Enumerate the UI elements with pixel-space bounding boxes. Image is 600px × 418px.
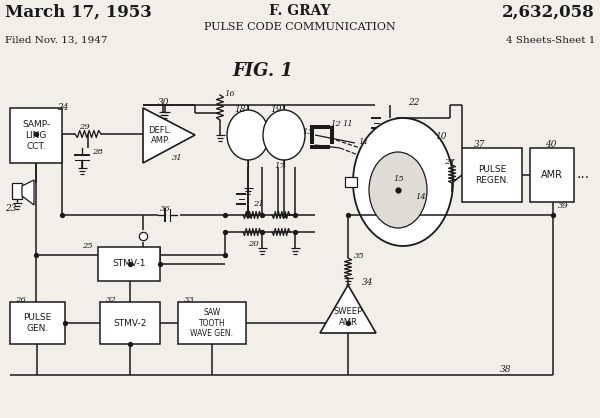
Text: 18: 18 [234,105,245,114]
Text: Filed Nov. 13, 1947: Filed Nov. 13, 1947 [5,36,107,45]
Text: SWEEP
AMR: SWEEP AMR [334,307,362,327]
Text: 36: 36 [160,205,171,213]
Bar [12,183,22,199]
Ellipse shape [369,152,427,228]
Polygon shape [320,285,376,333]
FancyBboxPatch shape [10,302,65,344]
Text: 40: 40 [545,140,557,149]
Text: 38: 38 [500,365,511,374]
Text: 10: 10 [435,132,446,141]
Text: 27: 27 [444,158,455,166]
Text: 4 Sheets-Sheet 1: 4 Sheets-Sheet 1 [506,36,595,45]
Text: FIG. 1: FIG. 1 [232,62,293,80]
Text: 22: 22 [408,98,419,107]
Text: PULSE CODE COMMUNICATION: PULSE CODE COMMUNICATION [204,22,396,32]
Text: F. GRAY: F. GRAY [269,4,331,18]
Text: 16: 16 [224,90,235,98]
Text: 21: 21 [253,200,264,208]
Text: 39: 39 [558,202,569,210]
Text: 35: 35 [354,252,365,260]
Text: 25: 25 [82,242,93,250]
Ellipse shape [353,118,453,246]
Text: 32: 32 [106,296,117,304]
Text: AMR: AMR [541,170,563,180]
Text: 14: 14 [415,193,426,201]
Text: 24: 24 [57,103,68,112]
Text: 2,632,058: 2,632,058 [502,4,595,21]
Text: PULSE
GEN.: PULSE GEN. [23,313,52,333]
Text: 28: 28 [92,148,103,156]
Text: 20: 20 [248,240,259,248]
Text: 11: 11 [358,138,369,146]
Text: 29: 29 [79,123,90,131]
Text: 15: 15 [393,175,404,183]
Polygon shape [22,180,34,205]
Text: 11: 11 [342,120,353,128]
FancyBboxPatch shape [98,247,160,281]
Text: 31: 31 [172,154,183,162]
FancyBboxPatch shape [100,302,160,344]
Text: ...: ... [577,167,590,181]
Text: 33: 33 [184,296,195,304]
Text: 19: 19 [270,105,281,114]
Text: 13: 13 [302,128,313,136]
Text: 17: 17 [274,162,285,170]
Text: STMV-2: STMV-2 [113,319,146,327]
Ellipse shape [263,110,305,160]
Ellipse shape [227,110,269,160]
Text: 37: 37 [474,140,485,149]
FancyBboxPatch shape [530,148,574,202]
Bar [310,126,314,144]
Text: 23: 23 [5,204,17,213]
Bar [345,177,357,187]
Text: 26: 26 [15,296,26,304]
Bar [310,125,330,129]
Text: 34: 34 [362,278,373,287]
FancyBboxPatch shape [10,108,62,163]
Polygon shape [143,108,195,163]
Text: PULSE
REGEN.: PULSE REGEN. [475,165,509,185]
Text: March 17, 1953: March 17, 1953 [5,4,152,21]
FancyBboxPatch shape [462,148,522,202]
Text: 30: 30 [158,98,170,107]
Bar [310,145,330,149]
Text: SAMP-
LING
CCT.: SAMP- LING CCT. [22,120,50,151]
Text: STMV-1: STMV-1 [112,260,146,268]
Text: SAW
TOOTH
WAVE GEN.: SAW TOOTH WAVE GEN. [191,308,233,338]
Text: 12: 12 [330,120,341,128]
FancyBboxPatch shape [178,302,246,344]
Bar [330,126,334,144]
Text: DEFL.
AMP.: DEFL. AMP. [148,126,172,145]
